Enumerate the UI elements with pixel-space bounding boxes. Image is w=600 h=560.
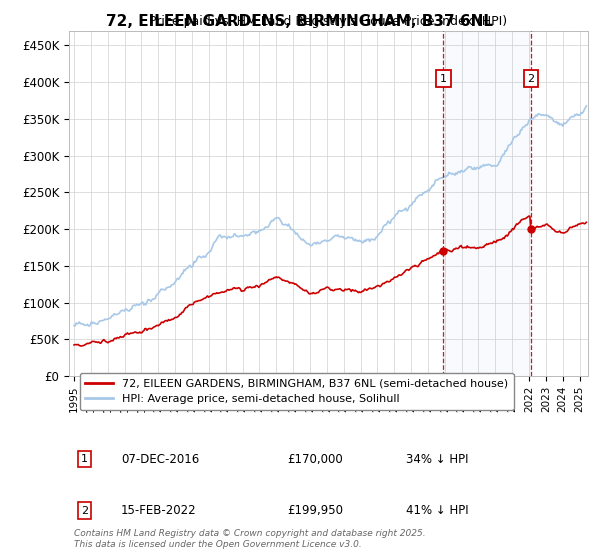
- Text: 72, EILEEN GARDENS, BIRMINGHAM, B37 6NL: 72, EILEEN GARDENS, BIRMINGHAM, B37 6NL: [107, 14, 493, 29]
- Text: 1: 1: [440, 73, 447, 83]
- Text: 2: 2: [81, 506, 88, 516]
- Text: 2: 2: [527, 73, 535, 83]
- Text: 34% ↓ HPI: 34% ↓ HPI: [406, 452, 469, 465]
- Text: 15-FEB-2022: 15-FEB-2022: [121, 505, 197, 517]
- Title: Price paid vs. HM Land Registry's House Price Index (HPI): Price paid vs. HM Land Registry's House …: [149, 15, 508, 28]
- Text: Contains HM Land Registry data © Crown copyright and database right 2025.
This d: Contains HM Land Registry data © Crown c…: [74, 529, 426, 549]
- Text: 41% ↓ HPI: 41% ↓ HPI: [406, 505, 469, 517]
- Legend: 72, EILEEN GARDENS, BIRMINGHAM, B37 6NL (semi-detached house), HPI: Average pric: 72, EILEEN GARDENS, BIRMINGHAM, B37 6NL …: [80, 373, 514, 410]
- Text: 1: 1: [81, 454, 88, 464]
- Text: £199,950: £199,950: [287, 505, 343, 517]
- Bar: [443, 31, 531, 376]
- Text: £170,000: £170,000: [287, 452, 343, 465]
- Text: 07-DEC-2016: 07-DEC-2016: [121, 452, 199, 465]
